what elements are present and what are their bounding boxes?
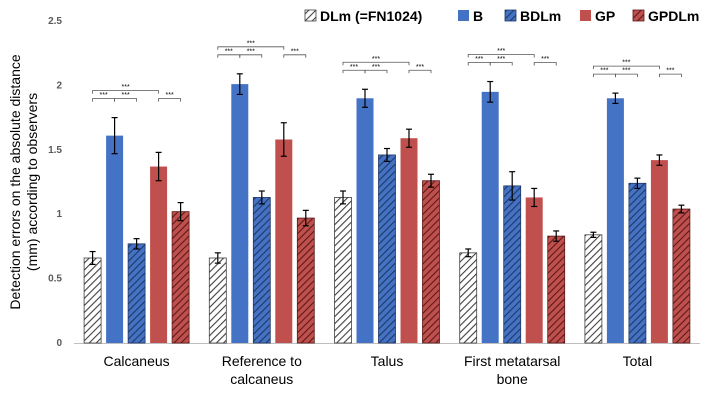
bar [481, 91, 499, 343]
y-tick-label: 0 [56, 338, 62, 349]
bar [525, 197, 543, 343]
category-labels: Calcaneus Reference to calcaneus Talus First… [104, 353, 653, 387]
legend-label: B [473, 8, 483, 24]
significance-label: *** [666, 68, 674, 75]
bar [334, 197, 352, 344]
significance-bracket [615, 73, 638, 78]
significance-bracket [283, 54, 307, 58]
significance-bracket [239, 54, 263, 58]
bar [422, 180, 440, 344]
x-tick-label: Total [623, 353, 653, 369]
significance-bracket [217, 46, 285, 50]
error-bars [89, 73, 685, 266]
significance-label: *** [100, 92, 108, 99]
legend-label: DLm (=FN1024) [320, 8, 422, 24]
x-tick-label: Talus [371, 353, 404, 369]
significance-bracket [408, 69, 432, 74]
y-axis-label-line: Detection errors on the absolute distanc… [7, 54, 23, 309]
bar [171, 211, 190, 344]
significance-label: *** [600, 68, 608, 75]
legend-swatch [304, 9, 317, 22]
bar [584, 234, 603, 344]
significance-bracket [593, 65, 660, 70]
legend-swatch [504, 9, 517, 22]
x-tick-label: Reference to [222, 353, 302, 369]
significance-bracket [489, 62, 513, 66]
bars [83, 84, 691, 344]
significance-label: *** [372, 64, 380, 71]
bar [400, 138, 418, 343]
x-tick-label: bone [497, 371, 528, 387]
bar [606, 98, 624, 343]
legend-label: BDLm [520, 8, 561, 24]
x-tick-label: First metatarsal [464, 353, 560, 369]
significance-label: *** [622, 68, 630, 75]
bar [252, 197, 271, 344]
bar [547, 235, 566, 344]
significance-label: *** [247, 40, 255, 47]
bar [628, 182, 647, 344]
significance-label: *** [497, 56, 505, 63]
significance-label: *** [247, 48, 255, 55]
y-tick-label: 1.5 [48, 145, 62, 156]
bar [231, 84, 249, 343]
x-tick-label: calcaneus [230, 371, 293, 387]
significance-label: *** [622, 60, 630, 67]
y-axis-ticks: 0 0.5 1 1.5 2 2.5 [48, 16, 62, 349]
legend-swatch [580, 10, 591, 21]
bar [672, 208, 691, 344]
y-tick-label: 2 [56, 80, 62, 91]
legend-swatch [458, 10, 469, 21]
y-tick-label: 2.5 [48, 16, 62, 27]
y-axis-label-line: (mm) according to observers [24, 93, 40, 271]
y-tick-label: 1 [56, 209, 62, 220]
significance-label: *** [122, 92, 130, 99]
bar [275, 139, 293, 343]
significance-brackets: *** ************ ************ ************ *… [92, 40, 682, 102]
bar [106, 135, 124, 343]
significance-bracket [364, 69, 388, 74]
significance-bracket [92, 90, 159, 94]
significance-label: *** [225, 48, 233, 55]
significance-label: *** [372, 56, 380, 63]
significance-bracket [114, 98, 137, 102]
bar [83, 257, 102, 344]
bar [127, 243, 146, 344]
significance-bracket [659, 73, 682, 78]
significance-label: *** [541, 56, 549, 63]
y-axis-label: Detection errors on the absolute distanc… [7, 54, 40, 309]
legend-label: GPDLm [648, 8, 699, 24]
bar [650, 160, 668, 343]
legend: DLm (=FN1024) B BDLm GP GPDLm [304, 8, 699, 24]
bar [459, 252, 478, 344]
bar [503, 185, 522, 344]
bar [150, 166, 168, 343]
bar [356, 98, 374, 343]
significance-label: *** [497, 48, 505, 55]
legend-swatch [632, 9, 645, 22]
significance-bracket [342, 61, 410, 66]
significance-label: *** [350, 64, 358, 71]
bar [378, 154, 396, 344]
significance-bracket [467, 54, 535, 58]
significance-label: *** [475, 56, 483, 63]
x-tick-label: Calcaneus [104, 353, 170, 369]
significance-bracket [533, 62, 557, 66]
bar [296, 217, 315, 344]
significance-label: *** [122, 84, 130, 91]
significance-label: *** [416, 64, 424, 71]
significance-label: *** [166, 92, 174, 99]
bar [208, 257, 227, 344]
significance-bracket [158, 98, 181, 102]
y-tick-label: 0.5 [48, 274, 62, 285]
significance-label: *** [291, 48, 299, 55]
legend-label: GP [595, 8, 615, 24]
